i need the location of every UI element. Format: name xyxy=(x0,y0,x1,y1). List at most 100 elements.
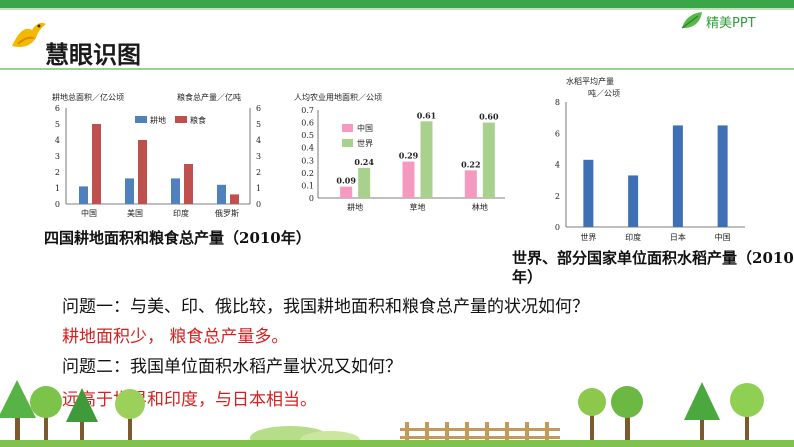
data-label: 0.09 xyxy=(336,176,356,186)
tree-icon xyxy=(115,389,145,440)
question-two: 问题二：我国单位面积水稻产量状况又如何？ xyxy=(62,357,402,377)
x-tick-label: 美国 xyxy=(127,208,143,218)
data-label: 0.61 xyxy=(417,110,436,120)
bar-粮食 xyxy=(184,164,193,204)
chart3-caption: 世界、部分国家单位面积水稻产量（2010年） xyxy=(512,249,794,286)
y-tick-label: 0.4 xyxy=(301,144,314,153)
chart1-caption: 四国耕地面积和粮食总产量（2010年） xyxy=(44,229,311,247)
bar-中国 xyxy=(340,186,353,198)
tree-icon xyxy=(611,386,643,440)
y-tick-label-right: 1 xyxy=(256,184,261,193)
y-tick-label-left: 5 xyxy=(55,120,60,129)
data-label: 0.22 xyxy=(461,159,480,169)
x-tick-label: 林地 xyxy=(472,202,488,212)
x-tick-label: 俄罗斯 xyxy=(215,208,239,218)
fence-icon xyxy=(400,422,560,444)
bar-世界 xyxy=(482,122,495,198)
x-tick-label: 中国 xyxy=(715,232,731,242)
tree-icon xyxy=(684,382,720,440)
x-tick-label: 印度 xyxy=(625,232,641,242)
slide-title: 慧眼识图 xyxy=(45,41,141,69)
y-tick-label: 0 xyxy=(309,194,314,203)
chart-cropland-grain: 耕地总面积／亿公顷 粮食总产量／亿吨 耕地 粮食 0 0 1 1 2 2 3 3 4 4 5 5 6 6 中国… xyxy=(52,92,261,218)
bar-粮食 xyxy=(92,124,101,204)
bar-中国 xyxy=(402,161,415,198)
bar-世界 xyxy=(420,121,433,198)
bar-耕地 xyxy=(125,178,134,204)
data-label: 0.29 xyxy=(399,151,419,161)
x-tick-label: 草地 xyxy=(410,202,426,212)
legend-label: 粮食 xyxy=(190,115,206,125)
right-axis-label: 粮食总产量／亿吨 xyxy=(177,92,241,102)
title-divider xyxy=(0,68,794,70)
bird-icon xyxy=(12,22,46,47)
top-accent-bar xyxy=(0,0,794,8)
tree-icon xyxy=(30,386,62,440)
data-label: 0.60 xyxy=(479,112,499,122)
bar-粮食 xyxy=(230,194,239,204)
decorative-landscape xyxy=(0,380,794,447)
legend-swatch xyxy=(135,116,147,123)
chart-rice-yield: 水稻平均产量 吨／公顷 0 2 4 6 8 世界 印度 日本 中国 xyxy=(555,76,745,242)
x-tick-label: 日本 xyxy=(670,232,686,242)
y-axis-label: 人均农业用地面积／公顷 xyxy=(294,92,382,102)
x-tick-label: 中国 xyxy=(81,208,97,218)
y-tick-label-left: 3 xyxy=(55,152,60,161)
x-tick-label: 世界 xyxy=(580,232,596,242)
tree-icon xyxy=(0,380,36,440)
y-tick-label-left: 0 xyxy=(55,200,60,209)
y-tick-label: 0.3 xyxy=(301,156,314,165)
bar-中国 xyxy=(717,125,728,227)
legend-swatch xyxy=(342,139,353,147)
y-tick-label-right: 0 xyxy=(256,200,261,209)
y-tick-label: 2 xyxy=(555,192,560,201)
bar-世界 xyxy=(358,167,371,198)
ground-strip xyxy=(0,440,794,447)
tree-icon xyxy=(730,383,764,440)
legend-label: 耕地 xyxy=(150,115,166,125)
bar-世界 xyxy=(583,159,594,227)
bar-耕地 xyxy=(171,178,180,204)
bar-日本 xyxy=(672,125,683,227)
bar-耕地 xyxy=(217,184,226,204)
bar-耕地 xyxy=(79,186,88,204)
answer-one: 耕地面积少， 粮食总产量多。 xyxy=(62,327,289,347)
bar-印度 xyxy=(628,175,639,227)
brand-label: 精美PPT xyxy=(706,16,756,31)
y-tick-label-right: 2 xyxy=(256,168,261,177)
y-tick-label: 0.2 xyxy=(301,169,314,178)
legend-label: 中国 xyxy=(357,123,373,133)
y-tick-label: 0 xyxy=(555,223,560,232)
y-tick-label-right: 3 xyxy=(256,152,261,161)
y-axis-label-line1: 水稻平均产量 xyxy=(566,76,614,86)
bar-中国 xyxy=(464,170,477,198)
y-tick-label: 6 xyxy=(555,129,560,138)
y-tick-label-left: 4 xyxy=(55,136,60,145)
y-tick-label: 4 xyxy=(555,161,560,170)
tree-icon xyxy=(66,388,98,440)
x-tick-label: 耕地 xyxy=(347,202,363,212)
left-axis-label: 耕地总面积／亿公顷 xyxy=(52,92,124,102)
y-tick-label: 0.1 xyxy=(301,181,314,190)
y-tick-label-left: 6 xyxy=(55,104,60,113)
y-tick-label-left: 2 xyxy=(55,168,60,177)
top-accent-line xyxy=(0,8,794,10)
tree-icon xyxy=(578,388,606,440)
bar-粮食 xyxy=(138,140,147,204)
legend-label: 世界 xyxy=(357,138,373,148)
y-tick-label-right: 5 xyxy=(256,120,261,129)
chart-per-capita-land: 人均农业用地面积／公顷 0.090.240.290.610.220.60 中国世… xyxy=(294,92,505,212)
y-tick-label: 8 xyxy=(555,98,560,107)
y-tick-label-right: 4 xyxy=(256,136,261,145)
x-tick-label: 印度 xyxy=(173,208,189,218)
y-tick-label: 0.5 xyxy=(301,131,314,140)
y-tick-label: 0.6 xyxy=(301,119,314,128)
legend-swatch xyxy=(342,124,353,132)
leaf-icon xyxy=(681,12,702,29)
y-tick-label-right: 6 xyxy=(256,104,261,113)
y-axis-label-line2: 吨／公顷 xyxy=(588,88,620,98)
y-tick-label: 0.7 xyxy=(301,106,314,115)
question-one: 问题一：与美、印、俄比较，我国耕地面积和粮食总产量的状况如何？ xyxy=(62,297,589,317)
data-label: 0.24 xyxy=(354,157,374,167)
y-tick-label-left: 1 xyxy=(55,184,60,193)
